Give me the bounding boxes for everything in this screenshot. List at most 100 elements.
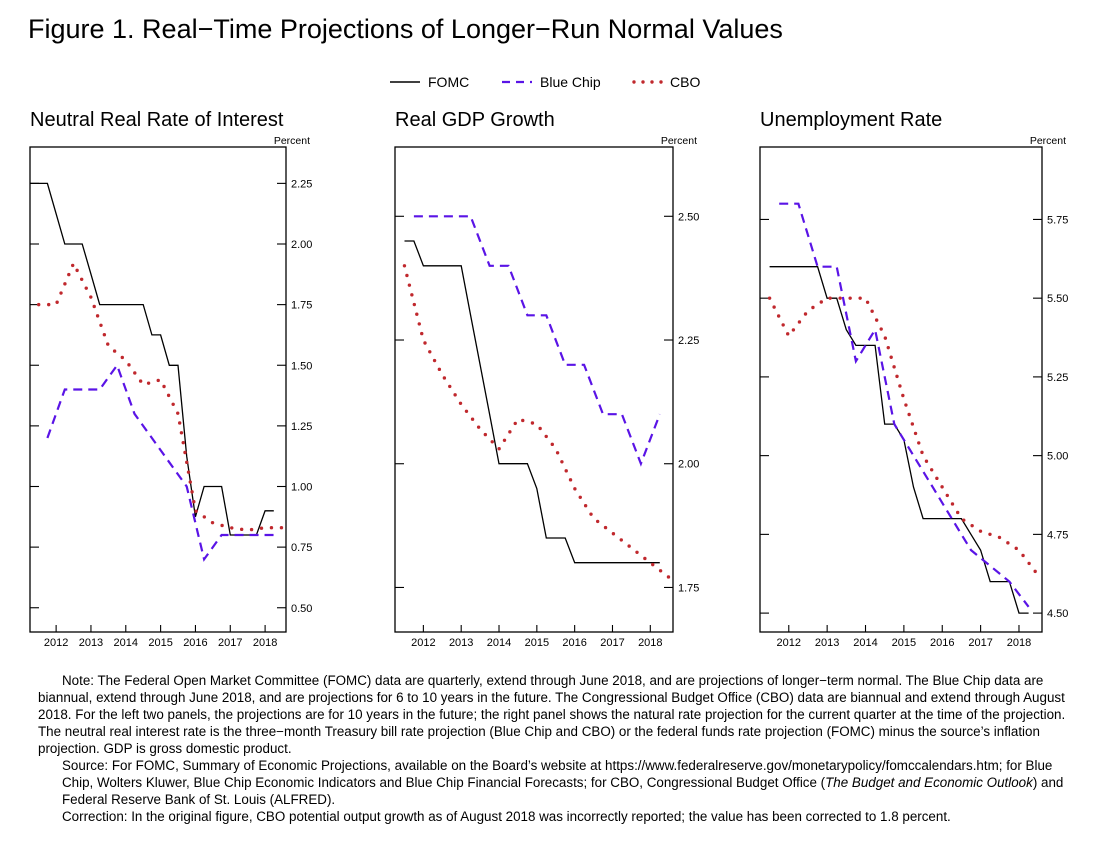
panel-1-series-cbo-dot <box>186 470 191 474</box>
panel-1-series-cbo-dot <box>75 268 79 273</box>
panel-2-series-cbo-dot <box>555 451 560 455</box>
panel-3-series-cbo-dot <box>819 300 823 304</box>
panel-1-series-cbo-dot <box>99 323 103 327</box>
panel-1-unit-label: Percent <box>274 135 310 147</box>
panel-1-xtick-label: 2018 <box>253 637 277 649</box>
panel-1-series-cbo-dot <box>156 378 160 383</box>
panel-3-series-cbo-dot <box>913 431 918 436</box>
panel-3-series-fomc-line <box>769 266 1029 614</box>
panel-3-series-cbo-dot <box>889 355 893 359</box>
panel-2-series-cbo-dot <box>464 409 469 413</box>
panel-3-series-cbo-dot <box>935 476 939 481</box>
panel-3-series-cbo-dot <box>917 441 921 445</box>
panel-3-xtick-label: 2014 <box>853 637 877 649</box>
panel-2-series-cbo-dot <box>568 478 573 482</box>
panel-2-series-cbo-dot <box>412 302 417 307</box>
panel-3-series-cbo-dot <box>940 485 944 489</box>
panel-3-series-cbo-dot <box>883 336 888 340</box>
panel-3-series-cbo-dot <box>892 365 896 369</box>
panel-1-xtick-label: 2012 <box>44 637 68 649</box>
panel-1-xtick-label: 2015 <box>148 637 172 649</box>
panel-3-series-cbo-dot <box>895 374 899 379</box>
panel-1-series-cbo-dot <box>239 527 244 532</box>
panel-1-series-cbo-dot <box>127 363 131 367</box>
panel-3-series-cbo-dot <box>781 323 785 327</box>
panel-2-series-cbo-dot <box>538 426 542 431</box>
source-text: Source: For FOMC, Summary of Economic Pr… <box>38 757 1078 808</box>
panel-3-series-cbo-dot <box>791 328 796 332</box>
panel-3-series-cbo-dot <box>886 345 890 350</box>
panel-1-xtick-label: 2014 <box>114 637 138 649</box>
panel-3-series-cbo-dot <box>924 459 929 463</box>
legend: FOMC Blue Chip CBO <box>0 70 1100 94</box>
panel-3-series-cbo-dot <box>988 532 992 536</box>
panel-1-series-cbo-dot <box>63 282 67 286</box>
panel-1-xtick-label: 2016 <box>183 637 207 649</box>
panel-2-series-cbo-dot <box>603 525 608 530</box>
panel-3-series-cbo-dot <box>920 450 924 455</box>
panel-2-unit-label: Percent <box>661 135 697 147</box>
charts-area: 0.50 0.75 1.00 1.25 1.50 1.75 2.00 2.25 Percent 2… <box>29 135 1068 649</box>
panel-1-series-cbo-dot <box>138 379 143 383</box>
panel-1-ytick-label: 1.25 <box>291 421 312 433</box>
panel-1-ytick-label: 1.00 <box>291 482 312 494</box>
panel-1-ytick-label: 0.75 <box>291 542 312 554</box>
panel-2-xtick-label: 2018 <box>638 637 662 649</box>
panel-1-series-blue-chip-line <box>46 362 274 562</box>
panel-1-series-cbo-dot <box>179 431 184 435</box>
panel-2-series-blue-chip-line <box>413 215 661 467</box>
panel-1-series-cbo-dot <box>67 272 71 277</box>
panel-2-series-cbo-dot <box>589 512 593 516</box>
panel-3-series-cbo-dot <box>797 320 802 324</box>
panel-3-series-cbo-dot <box>907 412 911 417</box>
panel-3-xtick-label: 2012 <box>777 637 801 649</box>
panel-1-series-cbo-dot <box>194 509 198 513</box>
panel-1-series-cbo-dot <box>37 302 41 307</box>
panel-2-series-cbo-dot <box>428 350 432 354</box>
panel-2-series-cbo-dot <box>544 434 548 439</box>
panel-2-series-cbo-dot <box>627 544 631 548</box>
panel-1-series-cbo-dot <box>183 450 187 455</box>
panel-2-xtick-label: 2012 <box>411 637 435 649</box>
panel-2-series-cbo-dot <box>651 562 655 567</box>
panel-1-ytick-label: 1.75 <box>291 300 312 312</box>
panel-2-xtick-label: 2015 <box>525 637 549 649</box>
panel-2-series-cbo-dot <box>573 487 577 491</box>
source-text-part-1: Source: For FOMC, Summary of Economic Pr… <box>62 758 1053 790</box>
panel-1-series-cbo-dot <box>230 526 234 530</box>
panel-1-series-cbo-dot <box>133 371 137 375</box>
panel-1-series-cbo-dot <box>202 515 207 519</box>
panel-2-xtick-label: 2013 <box>449 637 473 649</box>
panel-2-series-cbo-dot <box>497 447 501 451</box>
panel-2-series-cbo-dot <box>560 460 564 464</box>
panel-1-series-cbo-dot <box>79 277 84 281</box>
panel-2-series-cbo-dot <box>666 575 671 579</box>
panel-2-series-cbo-dot <box>453 393 457 397</box>
panel-1-series-cbo-dot <box>106 342 110 346</box>
panel-2-series-cbo-dot <box>470 417 475 421</box>
panel-2-ytick-label: 2.50 <box>678 211 699 223</box>
panel-3-series-cbo-dot <box>879 327 883 331</box>
panel-1-series-cbo-dot <box>176 411 180 415</box>
panel-2-series-cbo-dot <box>578 495 582 499</box>
panel-3-series-cbo-dot <box>767 296 772 300</box>
panel-3-series-cbo-dot <box>904 403 908 407</box>
panel-3-series-cbo-dot <box>962 518 966 522</box>
panel-2-series-cbo-dot <box>483 432 488 437</box>
panel-2-series-cbo-dot <box>410 293 414 297</box>
panel-2-series-cbo-dot <box>405 273 409 278</box>
panel-title-gdp-growth: Real GDP Growth <box>395 109 555 131</box>
panel-2-series-cbo-dot <box>415 312 419 316</box>
panel-3-xtick-label: 2018 <box>1007 637 1031 649</box>
panel-2-series-cbo-dot <box>423 341 427 345</box>
panel-title-neutral-rate: Neutral Real Rate of Interest <box>30 109 284 131</box>
panel-3-series-cbo-dot <box>803 312 808 316</box>
panel-1-ytick-label: 2.25 <box>291 178 312 190</box>
panel-1-series-cbo-dot <box>70 263 75 268</box>
panel-1-series-cbo-dot <box>190 490 194 494</box>
panel-1-series-cbo-dot <box>259 526 264 530</box>
panel-3-series-cbo-dot <box>1033 569 1037 574</box>
panel-3-series-cbo-dot <box>997 535 1002 540</box>
source-text-part-2: ) and Federal Reserve Bank of St. Louis … <box>62 775 1064 807</box>
correction-text: Correction: In the original figure, CBO … <box>62 809 951 824</box>
